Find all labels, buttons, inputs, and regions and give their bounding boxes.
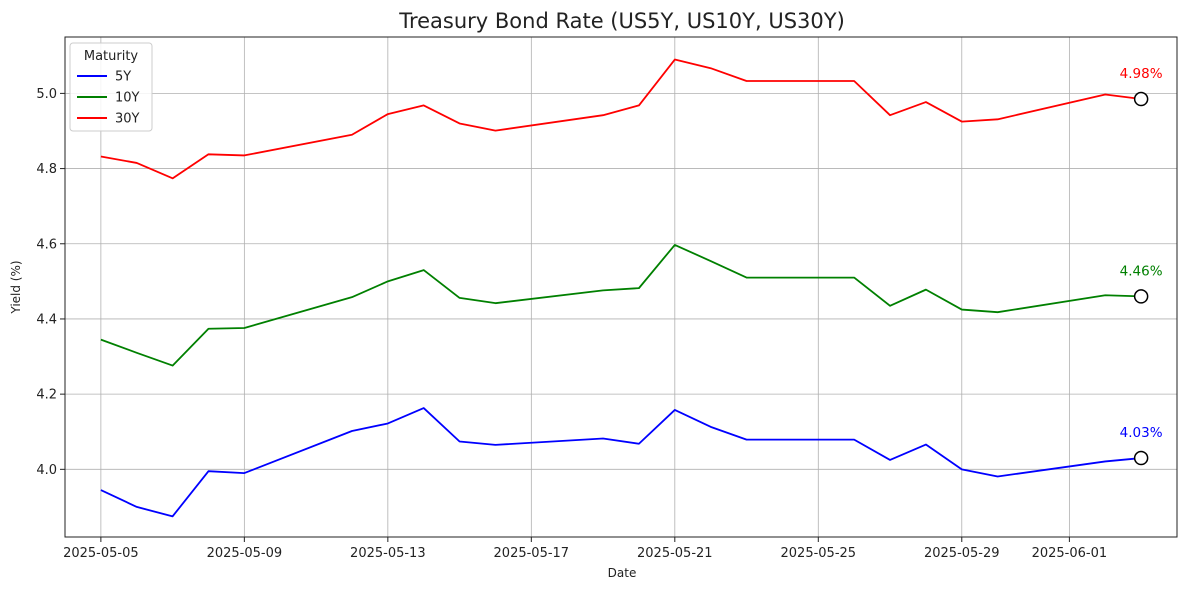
y-tick-label: 4.2 (36, 388, 57, 403)
legend-title: Maturity (84, 49, 139, 64)
legend-box (69, 42, 153, 132)
plot-frame (64, 36, 1178, 538)
x-tick-label: 2025-05-25 (781, 546, 857, 561)
x-tick-label: 2025-05-05 (63, 546, 139, 561)
legend-items: 5Y 10Y 30Y (77, 70, 140, 127)
end-markers: 4.03% 4.46% 4.98% (1120, 66, 1163, 466)
end-label-30y: 4.98% (1120, 66, 1163, 82)
x-tick-label: 2025-05-13 (350, 546, 426, 561)
end-label-5y: 4.03% (1120, 425, 1163, 441)
series-line-5y (100, 407, 1142, 518)
y-tick-label: 4.0 (36, 463, 57, 478)
y-tick-label: 4.6 (36, 237, 57, 252)
end-marker-10y (1133, 289, 1149, 304)
series-lines (100, 58, 1142, 518)
series-line-10y (100, 243, 1142, 367)
y-tick-label: 4.8 (36, 162, 57, 177)
end-marker-5y (1133, 450, 1149, 466)
y-axis-ticks: 4.0 4.2 4.4 4.6 4.8 5.0 (36, 87, 65, 478)
x-tick-label: 2025-05-09 (207, 546, 283, 561)
x-tick-label: 2025-05-21 (637, 546, 713, 561)
series-line-30y (100, 58, 1142, 180)
x-axis-ticks: 2025-05-05 2025-05-09 2025-05-13 2025-05-17… (63, 537, 1107, 561)
x-tick-label: 2025-05-17 (494, 546, 570, 561)
chart-title: Treasury Bond Rate (US5Y, US10Y, US30Y) (398, 9, 845, 33)
y-tick-label: 5.0 (36, 87, 57, 102)
legend-label-30y: 30Y (115, 112, 140, 127)
x-tick-label: 2025-05-29 (924, 546, 1000, 561)
legend-label-5y: 5Y (115, 70, 131, 85)
grid (65, 37, 1177, 537)
end-marker-30y (1133, 91, 1149, 107)
y-tick-label: 4.4 (36, 312, 57, 327)
legend-label-10y: 10Y (115, 91, 140, 106)
x-axis-label: Date (608, 566, 637, 580)
x-tick-label: 2025-06-01 (1032, 546, 1108, 561)
legend: Maturity 5Y 10Y 30Y (69, 42, 153, 132)
y-axis-label: Yield (%) (9, 260, 23, 314)
end-label-10y: 4.46% (1120, 263, 1163, 279)
